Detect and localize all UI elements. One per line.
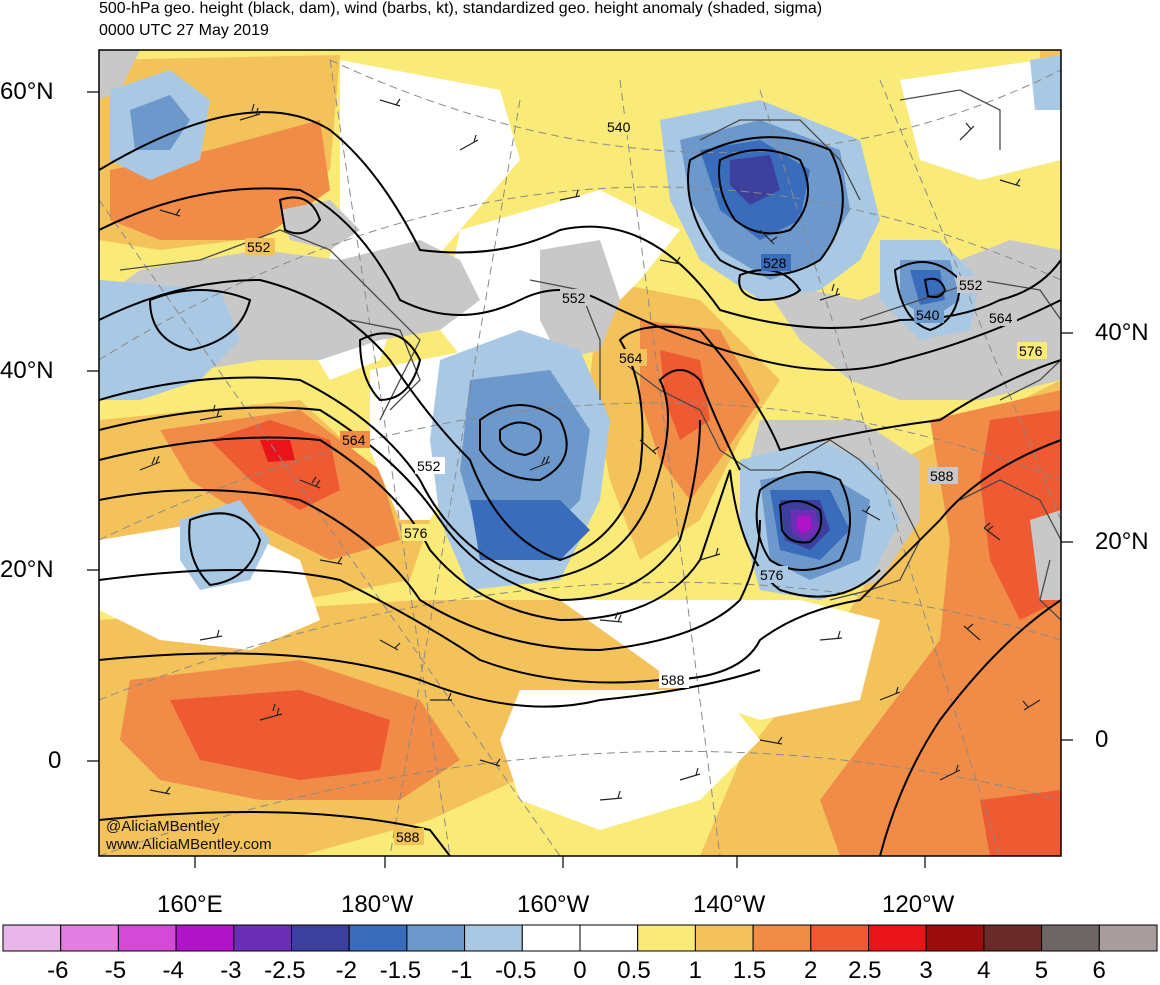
contour-label: 564 [989,310,1013,326]
contour-label: 552 [417,458,441,474]
colorbar-label: 0.5 [617,957,651,984]
very-strong-positive-anomaly-shading [170,350,1061,856]
map-frame [98,49,1062,857]
extreme-negative-anomaly-shading [730,155,830,550]
contour-label: 588 [396,829,420,845]
lon-label: 120°W [882,891,955,918]
lat-label-left: 20°N [0,556,54,583]
neutral-anomaly-shading [99,60,1061,830]
lon-label: 140°W [693,891,766,918]
colorbar-label: -5 [104,957,127,984]
colorbar-label: 0 [573,957,587,984]
colorbar-swatch [810,924,869,952]
colorbar-swatch [983,924,1043,952]
lon-label: 160°E [157,891,223,918]
colorbar-label: 4 [977,957,991,984]
contour-label: 564 [342,432,366,448]
contour-label: 588 [930,468,954,484]
graticule [99,59,1061,856]
colorbar-swatch [291,924,350,952]
colorbar-swatch [752,924,812,952]
colorbar-swatch [233,924,293,952]
colorbar-swatch [2,924,62,952]
contour-label: 540 [916,307,940,323]
contour-label: 588 [661,672,685,688]
colorbar-label: 3 [919,957,933,984]
colorbar-swatch [406,924,466,952]
colorbar-label: -4 [162,957,184,984]
contour-label: 564 [619,350,643,366]
map-valid-time: 0000 UTC 27 May 2019 [99,22,269,39]
lat-label-left: 0 [48,747,62,774]
colorbar-label: 2.5 [848,957,882,984]
contour-label: 576 [404,525,428,541]
colorbar-swatch [348,924,408,952]
coastlines [119,89,1061,621]
map-title: 500-hPa geo. height (black, dam), wind (… [99,0,823,17]
lat-label-left: 40°N [0,357,54,384]
contour-label: 552 [562,290,586,306]
colorbar-label: 2 [804,957,818,984]
contour-label-group: 540 552 552 552 564 564 576 528 540 552 … [245,118,1047,845]
colorbar-swatch [868,924,927,952]
contour-label: 576 [760,567,784,583]
colorbar-swatch [579,924,639,952]
lon-label: 180°W [341,891,414,918]
max-positive-anomaly [260,440,295,462]
lat-ticks [87,91,1073,868]
contour-label: 576 [1019,343,1043,359]
colorbar-label: -1 [451,957,473,984]
colorbar-label: -2 [335,957,357,984]
colorbar-swatch [1041,924,1100,952]
lon-label: 160°W [517,891,590,918]
colorbar-label: -0.5 [495,957,537,984]
colorbar-label: 5 [1034,957,1049,984]
lat-label-right: 40°N [1095,319,1149,346]
colorbar-swatch [1098,924,1158,952]
colorbar-label: -3 [220,957,242,984]
map-panel: 540 552 552 552 564 564 576 528 540 552 … [99,50,1061,856]
contour-label: 528 [763,255,787,271]
colorbar-swatch [60,924,119,952]
credit-website: www.AliciaMBentley.com [105,836,272,853]
colorbar-swatch [464,924,523,952]
colorbar-swatch [117,924,177,952]
colorbar-label: 1.5 [732,957,767,984]
credit-twitter: @AliciaMBentley [106,818,220,835]
wind-barbs [139,98,1041,801]
colorbar-label: -6 [47,957,69,984]
lat-label-right: 20°N [1095,528,1149,555]
contour-label: 552 [959,277,983,293]
colorbar-label: -2.5 [264,957,306,984]
colorbar-swatch [694,924,754,952]
colorbar [2,924,1158,952]
colorbar-swatch [637,924,696,952]
lat-label-left: 60°N [0,78,54,105]
lat-label-right: 0 [1095,726,1109,753]
colorbar-label: 1 [688,957,702,984]
colorbar-swatch [521,924,581,952]
colorbar-label: 6 [1092,957,1106,984]
contour-label: 552 [247,239,271,255]
contour-label: 540 [607,119,631,135]
colorbar-swatch [175,924,235,952]
colorbar-swatch [925,924,985,952]
colorbar-label: -1.5 [379,957,422,984]
